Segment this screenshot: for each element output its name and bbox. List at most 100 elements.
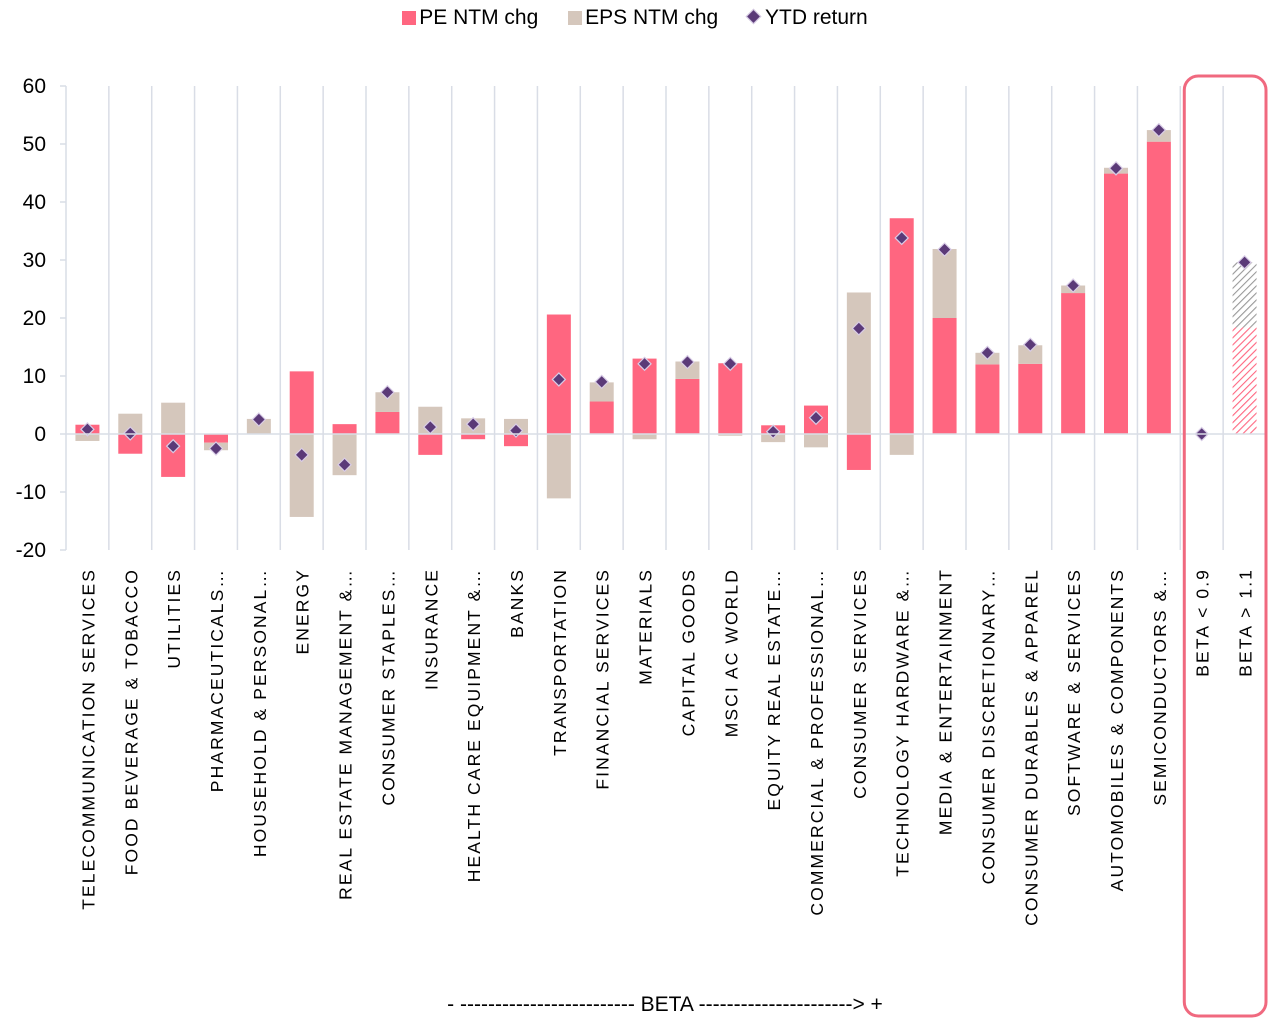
ytd-marker bbox=[1151, 122, 1167, 138]
ytd-marker bbox=[680, 354, 695, 370]
category-label: SEMICONDUCTORS &… bbox=[1150, 568, 1170, 806]
y-tick-label: 50 bbox=[23, 133, 46, 156]
y-tick-label: -10 bbox=[16, 481, 46, 504]
ytd-marker bbox=[165, 438, 181, 454]
category-label: TRANSPORTATION bbox=[550, 568, 570, 756]
pe-bar bbox=[975, 364, 1000, 434]
pe-bar bbox=[675, 378, 700, 434]
ytd-marker bbox=[551, 372, 567, 387]
pe-bar bbox=[889, 218, 914, 434]
pe-bar bbox=[118, 434, 143, 454]
category-label: REAL ESTATE MANAGEMENT &… bbox=[336, 568, 356, 900]
category-label: BANKS bbox=[507, 568, 527, 638]
eps-bar bbox=[889, 434, 914, 455]
category-label: CONSUMER DISCRETIONARY… bbox=[978, 568, 998, 884]
eps-bar bbox=[804, 434, 828, 448]
ytd-marker bbox=[851, 321, 867, 336]
legend-label-ytd: YTD return bbox=[765, 6, 868, 30]
ytd-marker bbox=[1108, 161, 1124, 176]
ytd-marker bbox=[808, 410, 824, 426]
category-label: SOFTWARE & SERVICES bbox=[1064, 568, 1084, 816]
eps-bar bbox=[589, 382, 614, 402]
legend-label-pe: PE NTM chg bbox=[419, 6, 539, 30]
pe-bar bbox=[332, 424, 357, 434]
pe-bar bbox=[375, 411, 400, 434]
hatched-pe-bar bbox=[1232, 327, 1257, 434]
category-label: HOUSEHOLD & PERSONAL… bbox=[250, 568, 270, 857]
y-tick-label: 20 bbox=[23, 307, 46, 330]
category-label: CONSUMER STAPLES… bbox=[378, 568, 398, 806]
category-label: ENERGY bbox=[293, 568, 313, 655]
category-label: MATERIALS bbox=[636, 568, 656, 685]
category-label: BETA > 1.1 bbox=[1236, 568, 1256, 677]
category-label: FOOD BEVERAGE & TOBACCO bbox=[121, 568, 141, 875]
y-tick-label: 60 bbox=[23, 75, 46, 98]
ytd-marker bbox=[937, 242, 952, 257]
legend-swatch-eps bbox=[568, 11, 583, 26]
ytd-marker bbox=[1022, 337, 1038, 353]
category-label: PHARMACEUTICALS… bbox=[207, 568, 227, 792]
ytd-marker bbox=[380, 384, 395, 400]
ytd-marker bbox=[637, 356, 652, 372]
eps-bar bbox=[632, 434, 657, 440]
eps-bar bbox=[161, 402, 186, 434]
pe-bar bbox=[1018, 363, 1043, 434]
y-tick-label: 40 bbox=[23, 191, 46, 214]
category-label: MSCI AC WORLD bbox=[721, 568, 741, 737]
chart-legend: PE NTM chg EPS NTM chg YTD return bbox=[0, 6, 1270, 30]
ytd-marker bbox=[465, 416, 481, 432]
y-tick-label: -20 bbox=[16, 539, 46, 562]
hatched-eps-bar bbox=[1232, 262, 1257, 328]
eps-bar bbox=[118, 413, 143, 434]
eps-bar bbox=[675, 361, 700, 379]
ytd-marker bbox=[208, 441, 224, 456]
eps-bar bbox=[1018, 345, 1043, 364]
ytd-marker bbox=[294, 447, 310, 463]
y-tick-label: 30 bbox=[23, 249, 46, 272]
ytd-marker bbox=[80, 422, 95, 437]
eps-bar bbox=[846, 292, 871, 434]
pe-bar bbox=[289, 371, 314, 434]
eps-bar bbox=[932, 248, 957, 318]
category-label: COMMERCIAL & PROFESSIONAL… bbox=[807, 568, 827, 916]
pe-bar bbox=[846, 434, 871, 470]
ytd-marker bbox=[894, 230, 910, 246]
category-label: TELECOMMUNICATION SERVICES bbox=[78, 568, 98, 910]
category-label: CAPITAL GOODS bbox=[678, 568, 698, 736]
category-label: TECHNOLOGY HARDWARE &… bbox=[893, 568, 913, 877]
eps-bar bbox=[289, 434, 314, 517]
category-label: INSURANCE bbox=[421, 568, 441, 690]
category-label: MEDIA & ENTERTAINMENT bbox=[936, 568, 956, 835]
pe-bar bbox=[718, 363, 743, 434]
pe-bar bbox=[1061, 293, 1086, 434]
eps-bar bbox=[375, 392, 400, 412]
ytd-marker bbox=[337, 457, 352, 473]
ytd-marker bbox=[980, 345, 995, 361]
pe-bar bbox=[461, 434, 486, 440]
pe-bar bbox=[1146, 141, 1171, 434]
beta-highlight-box bbox=[1182, 74, 1268, 1018]
category-label: BETA < 0.9 bbox=[1193, 568, 1213, 677]
category-label: CONSUMER SERVICES bbox=[850, 568, 870, 799]
ytd-marker bbox=[251, 412, 267, 427]
category-label: AUTOMOBILES & COMPONENTS bbox=[1107, 568, 1127, 891]
pe-bar bbox=[932, 318, 957, 434]
ytd-marker bbox=[594, 374, 610, 390]
pe-bar bbox=[589, 401, 614, 434]
y-tick-label: 0 bbox=[34, 423, 46, 446]
pe-bar bbox=[504, 434, 528, 447]
eps-bar bbox=[546, 434, 571, 499]
category-label: UTILITIES bbox=[164, 568, 184, 669]
category-label: CONSUMER DURABLES & APPAREL bbox=[1021, 568, 1041, 926]
category-label: EQUITY REAL ESTATE… bbox=[764, 568, 784, 811]
legend-item-eps: EPS NTM chg bbox=[568, 6, 718, 30]
y-tick-label: 10 bbox=[23, 365, 46, 388]
ytd-marker bbox=[765, 424, 781, 440]
legend-item-pe: PE NTM chg bbox=[402, 6, 538, 30]
legend-swatch-pe bbox=[402, 11, 417, 26]
category-label: FINANCIAL SERVICES bbox=[593, 568, 613, 790]
ytd-marker bbox=[722, 356, 738, 372]
pe-bar bbox=[1104, 173, 1128, 434]
category-label: HEALTH CARE EQUIPMENT &… bbox=[464, 568, 484, 882]
